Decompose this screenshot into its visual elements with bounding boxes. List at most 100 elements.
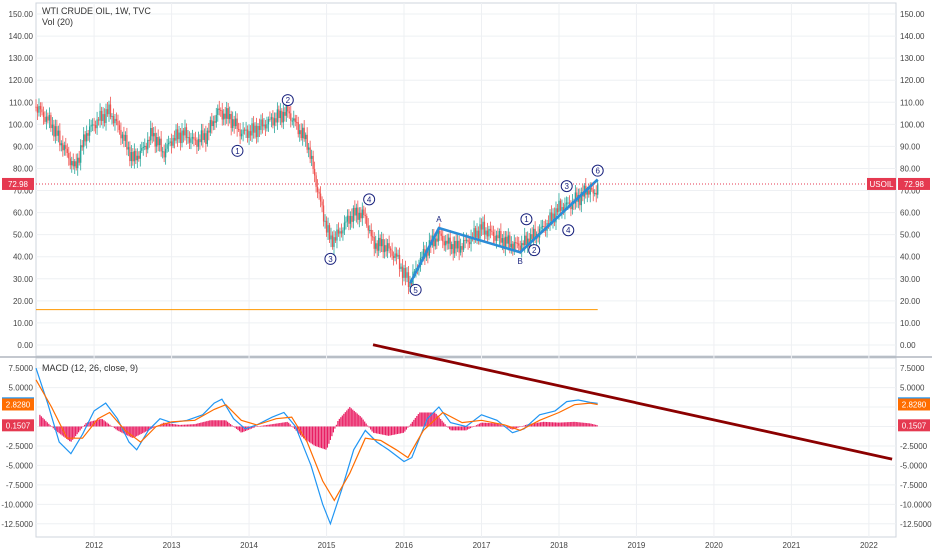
price-candle-body <box>288 111 290 114</box>
macd-histogram-bar <box>148 426 150 431</box>
price-candle-body <box>427 249 429 256</box>
macd-histogram-bar <box>505 426 507 428</box>
macd-histogram-bar <box>486 422 488 427</box>
price-candle-body <box>391 250 393 256</box>
macd-histogram-bar <box>353 410 355 427</box>
price-candle-body <box>138 155 140 159</box>
price-candle-body <box>436 238 438 242</box>
macd-histogram-bar <box>381 426 384 435</box>
price-candle-body <box>81 145 83 148</box>
macd-histogram-bar <box>104 421 107 427</box>
macd-histogram-bar <box>550 422 552 427</box>
macd-histogram-bar <box>218 420 220 427</box>
price-candle-body <box>455 240 457 249</box>
price-candle-body <box>398 254 401 270</box>
macd-histogram-bar <box>320 426 323 449</box>
price-candle-body <box>123 134 125 141</box>
macd-histogram-bar <box>304 426 306 440</box>
macd-histogram-bar <box>349 407 351 427</box>
macd-histogram-bar <box>410 423 412 427</box>
price-candle-body <box>336 229 338 241</box>
macd-histogram-bar <box>371 426 373 432</box>
macd-histogram-bar <box>55 426 57 432</box>
macd-histogram-bar <box>210 420 212 427</box>
macd-histogram-bar <box>341 415 343 427</box>
price-candle-body <box>486 230 489 237</box>
price-candle-body <box>233 119 235 127</box>
price-candle-body <box>97 119 100 121</box>
macd-histogram-bar <box>277 423 279 427</box>
macd-histogram-bar <box>323 426 326 450</box>
macd-histogram-bar <box>413 419 415 427</box>
price-candle-body <box>245 129 247 131</box>
price-candle-body <box>102 114 104 121</box>
macd-histogram-bar <box>142 426 144 434</box>
time-tick-label: 2015 <box>318 541 336 550</box>
price-candle-body <box>397 254 399 257</box>
price-candle-body <box>258 126 261 130</box>
macd-histogram-bar <box>493 423 495 427</box>
signal-value-left: 2.8280 <box>6 400 31 409</box>
price-candle-body <box>512 243 514 250</box>
price-candle-body <box>257 126 259 138</box>
macd-histogram-bar <box>180 424 183 427</box>
elliott-wave-circle <box>281 94 294 107</box>
macd-histogram-bar <box>40 416 42 427</box>
price-candle-body <box>264 124 267 129</box>
macd-histogram-bar <box>551 422 554 427</box>
macd-histogram-bar <box>282 422 284 427</box>
macd-histogram-bar <box>533 423 536 427</box>
price-candle-body <box>476 230 478 238</box>
price-candle-body <box>386 243 389 252</box>
price-candle-body <box>561 207 563 211</box>
macd-histogram-bar <box>224 420 226 427</box>
macd-histogram-bar <box>78 426 80 433</box>
macd-histogram-bar <box>195 423 197 427</box>
price-candle-body <box>39 106 42 110</box>
macd-histogram-bar <box>584 422 586 427</box>
price-candle-body <box>321 201 323 206</box>
macd-histogram-bar <box>480 422 482 427</box>
macd-histogram-bar <box>198 423 200 427</box>
macd-histogram-bar <box>577 422 579 427</box>
price-candle-body <box>130 152 133 162</box>
macd-histogram-bar <box>554 422 556 427</box>
price-candle-body <box>352 207 355 222</box>
macd-histogram-bar <box>49 425 51 427</box>
price-tick-label-right: 130.00 <box>900 54 925 63</box>
price-candle-body <box>112 115 115 124</box>
price-candle-body <box>90 124 92 127</box>
price-candle-body <box>468 242 471 245</box>
price-candle-body <box>148 139 150 141</box>
price-candle-body <box>57 130 59 136</box>
price-candle-body <box>266 124 268 129</box>
histogram-tag-left <box>2 419 34 432</box>
price-candle-body <box>93 124 95 126</box>
price-candle-body <box>178 132 180 140</box>
price-tick-label-right: 90.00 <box>900 142 921 151</box>
time-tick-label: 2014 <box>240 541 258 550</box>
macd-histogram-bar <box>133 426 135 438</box>
macd-tick-label-left: -12.5000 <box>1 520 33 529</box>
macd-histogram-bar <box>176 424 178 427</box>
macd-histogram-bar <box>589 423 591 427</box>
price-candle-body <box>226 108 228 119</box>
macd-histogram-bar <box>338 418 340 427</box>
macd-histogram-bar <box>542 421 545 427</box>
price-candle-body <box>100 110 103 121</box>
macd-histogram-bar <box>487 422 489 427</box>
macd-histogram-bar <box>101 419 104 427</box>
price-candle-body <box>135 151 137 161</box>
macd-histogram-bar <box>471 426 473 428</box>
price-candle-body <box>249 131 252 136</box>
macd-histogram-bar <box>267 424 269 427</box>
macd-histogram-bar <box>100 418 102 427</box>
price-candle-body <box>297 122 299 135</box>
price-tick-label-right: 120.00 <box>900 76 925 85</box>
elliott-wave-circle <box>231 144 244 157</box>
price-candle-body <box>47 116 49 121</box>
price-candle-body <box>522 243 524 246</box>
macd-histogram-bar <box>57 426 59 433</box>
macd-histogram-bar <box>70 426 72 442</box>
macd-histogram-bar <box>389 426 391 436</box>
